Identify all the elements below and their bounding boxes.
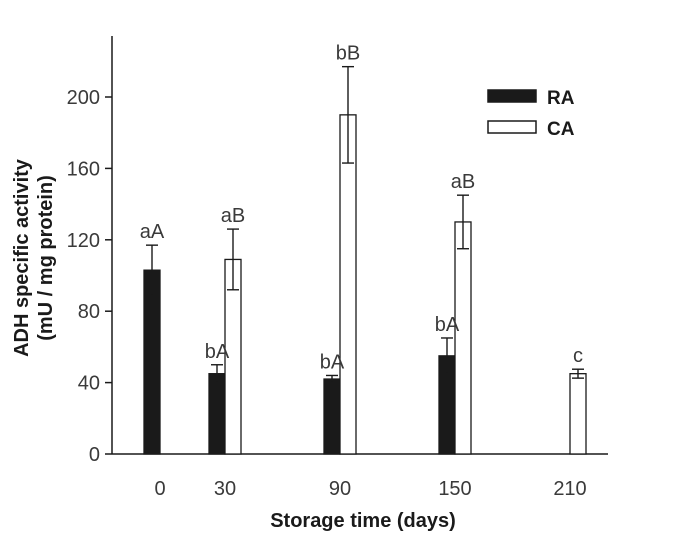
significance-label-ra-30: bA	[205, 341, 230, 363]
significance-label-ra-0: aA	[140, 221, 165, 243]
legend: RA CA	[487, 88, 575, 140]
x-tick-label: 150	[438, 478, 471, 500]
significance-label-ca-150: aB	[451, 171, 475, 193]
legend-label-ca: CA	[547, 119, 575, 140]
legend-swatch-ca	[487, 120, 537, 134]
bar-ca-90	[339, 114, 357, 455]
legend-swatch-ra	[487, 89, 537, 103]
y-tick-label: 40	[78, 373, 100, 395]
y-tick-label: 0	[89, 444, 100, 466]
x-tick-label: 90	[329, 478, 351, 500]
significance-label-ca-90: bB	[336, 43, 360, 65]
significance-label-ra-90: bA	[320, 351, 345, 373]
significance-label-ca-210: c	[573, 345, 583, 367]
y-axis-title-line-1: ADH specific activity	[11, 158, 33, 357]
bar-ca-210	[569, 373, 587, 455]
y-tick-label: 120	[67, 230, 100, 252]
y-axis-title-line-2: (mU / mg protein)	[35, 175, 57, 341]
y-axis-title: ADH specific activity (mU / mg protein)	[11, 158, 57, 357]
axes-layer: 0 40 80 120 160 200 0 30 90 150 210	[67, 36, 608, 500]
bar-ra-30	[208, 373, 226, 455]
x-axis-title: Storage time (days)	[270, 510, 456, 532]
bars-layer	[143, 65, 587, 455]
labels-layer: aA bA bA bA aB bB aB c	[140, 43, 583, 374]
significance-label-ca-30: aB	[221, 205, 245, 227]
x-tick-label: 210	[553, 478, 586, 500]
legend-label-ra: RA	[547, 88, 575, 109]
significance-label-ra-150: bA	[435, 314, 460, 336]
y-tick-label: 80	[78, 301, 100, 323]
bar-ra-90	[323, 378, 341, 455]
bar-ca-150	[454, 221, 472, 455]
y-tick-label: 200	[67, 87, 100, 109]
x-tick-label: 30	[214, 478, 236, 500]
y-tick-label: 160	[67, 158, 100, 180]
bar-ra-0	[143, 269, 161, 455]
x-tick-label: 0	[154, 478, 165, 500]
